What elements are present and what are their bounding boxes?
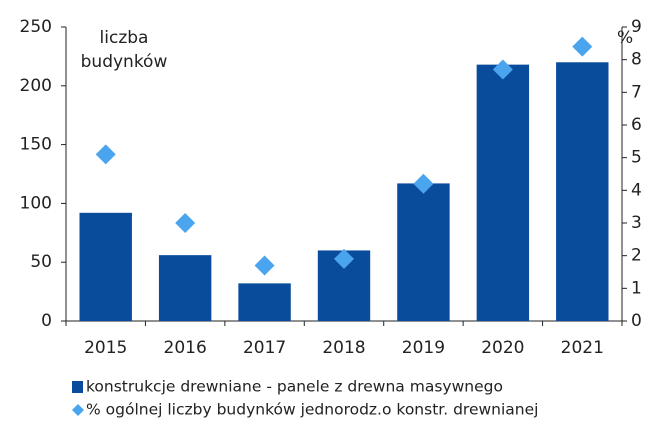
y2-tick-label: 2: [631, 246, 642, 266]
y2-tick-label: 9: [631, 17, 642, 37]
y2-axis-label: %: [617, 28, 633, 48]
x-tick-label: 2021: [561, 338, 604, 358]
y2-tick-label: 1: [631, 278, 642, 298]
marker: [254, 255, 275, 276]
legend-swatch: [72, 404, 84, 416]
y-tick-label: 200: [20, 76, 52, 96]
x-tick-label: 2017: [243, 338, 286, 358]
marker: [334, 248, 354, 269]
bar: [476, 64, 530, 321]
x-tick-label: 2015: [84, 338, 127, 358]
y-tick-label: 150: [20, 135, 52, 155]
bar: [238, 283, 291, 321]
bar: [79, 212, 132, 321]
y2-tick-label: 6: [631, 115, 642, 135]
y-tick-label: 100: [20, 193, 52, 213]
x-tick-label: 2019: [402, 338, 445, 358]
bar: [397, 183, 450, 321]
x-tick-label: 2020: [481, 338, 524, 358]
x-tick-label: 2016: [164, 338, 207, 358]
y-tick-label: 250: [20, 17, 52, 37]
marker: [572, 36, 593, 57]
y2-tick-label: 8: [631, 50, 642, 70]
legend-label: % ogólnej liczby budynków jednorodz.o ko…: [86, 401, 538, 419]
bar: [158, 255, 212, 321]
y2-tick-label: 5: [631, 148, 642, 168]
legend-swatch: [72, 381, 83, 393]
y-axis-label: liczba budynków: [81, 28, 168, 72]
y-tick-label: 50: [30, 252, 52, 272]
marker: [175, 213, 196, 233]
y-tick-label: 0: [41, 311, 52, 331]
y2-tick-label: 0: [631, 311, 642, 331]
y2-tick-label: 3: [631, 213, 642, 233]
marker: [95, 144, 116, 165]
y2-tick-label: 7: [631, 82, 642, 102]
marker: [492, 59, 513, 80]
bar: [556, 62, 609, 321]
y2-tick-label: 4: [631, 180, 642, 200]
marker: [413, 173, 434, 194]
x-tick-label: 2018: [322, 338, 365, 358]
legend-label: konstrukcje drewniane - panele z drewna …: [86, 378, 503, 396]
